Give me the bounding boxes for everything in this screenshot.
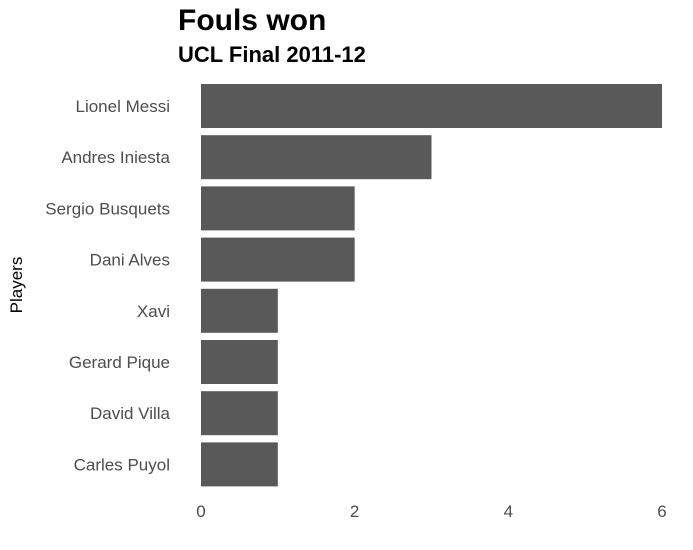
bar-xavi (201, 288, 278, 333)
x-tick-label: 6 (657, 502, 666, 521)
bar-andres-iniesta (201, 135, 432, 180)
category-label: Andres Iniesta (61, 148, 170, 167)
category-label: David Villa (90, 404, 171, 423)
bar-david-villa (201, 391, 278, 436)
x-tick-labels: 0 2 4 6 (196, 502, 666, 521)
category-label: Dani Alves (90, 251, 170, 270)
category-label: Gerard Pique (69, 353, 170, 372)
bar-gerard-pique (201, 340, 278, 384)
x-tick-label: 2 (350, 502, 359, 521)
category-label: Sergio Busquets (45, 199, 170, 218)
bar-dani-alves (201, 237, 355, 282)
bar-carles-puyol (201, 442, 278, 487)
y-axis-label: Players (7, 257, 26, 314)
bars-group (201, 84, 662, 487)
bar-sergio-busquets (201, 186, 355, 231)
x-tick-label: 0 (196, 502, 205, 521)
chart-title: Fouls won (178, 4, 327, 37)
category-label: Xavi (137, 302, 170, 321)
bar-lionel-messi (201, 84, 662, 128)
category-label: Carles Puyol (74, 455, 170, 474)
chart-subtitle: UCL Final 2011-12 (178, 42, 366, 67)
x-tick-label: 4 (504, 502, 513, 521)
category-label: Lionel Messi (76, 97, 171, 116)
category-labels: Lionel Messi Andres Iniesta Sergio Busquet… (45, 97, 170, 474)
